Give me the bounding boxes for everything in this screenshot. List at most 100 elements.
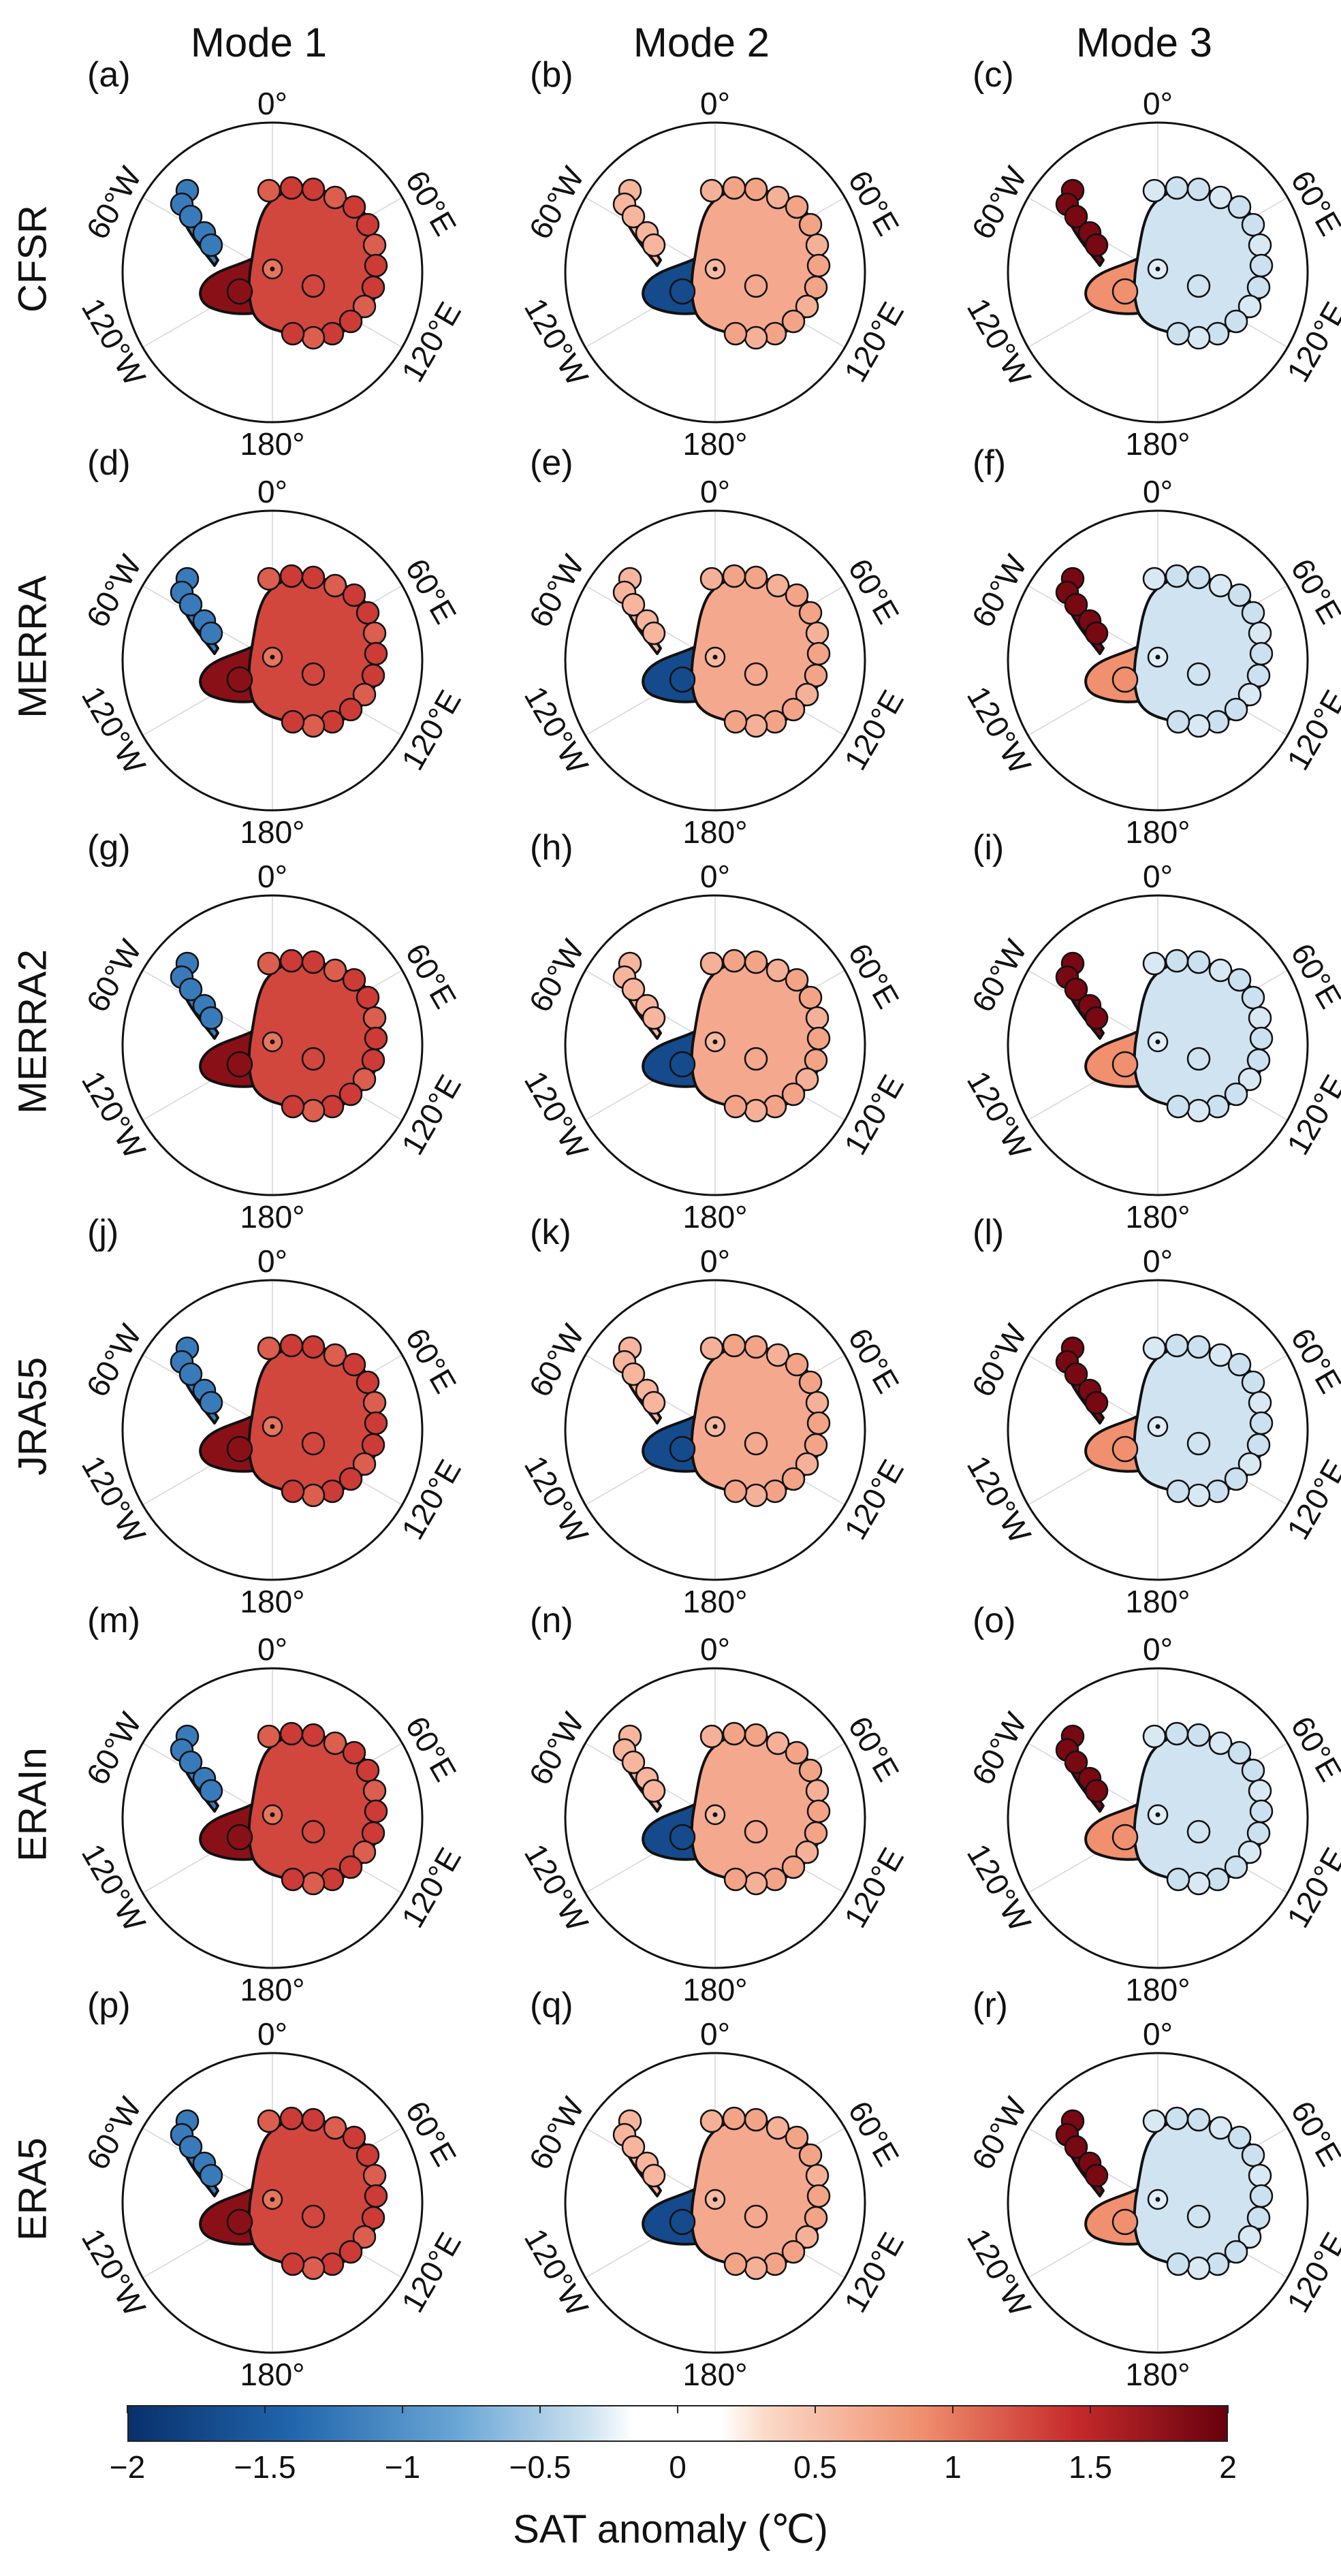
graticule-label-top: 0° [700,1632,730,1667]
station-marker [642,1006,666,1030]
station-marker [804,1821,828,1845]
station-marker [621,2135,646,2159]
south-pole-dot [1155,654,1161,660]
map-panel-16: (p) 0° 180° 60°W 60°E 120°W 120°E [75,1986,467,2392]
station-marker [723,2252,748,2276]
station-marker [1186,274,1211,298]
station-marker [795,2225,819,2249]
station-marker [199,1006,223,1030]
station-marker [795,294,819,319]
panel-label: (n) [530,1601,573,1640]
station-marker [199,233,223,257]
panel-label: (i) [973,828,1005,868]
column-header-mode1: Mode 1 [190,20,328,65]
graticule-label-top: 0° [700,86,730,121]
polar-map [564,509,866,812]
station-marker [723,321,748,346]
station-marker [1227,1740,1252,1765]
south-pole-dot [1155,2197,1161,2202]
colorbar-title: SAT anomaly (℃) [513,2507,828,2551]
station-marker [1084,621,1109,646]
station-marker [342,583,366,607]
station-marker [338,1467,363,1491]
station-marker [699,951,724,976]
graticule-label-top: 0° [700,859,730,894]
station-marker [226,1435,253,1463]
station-marker [338,1855,363,1879]
station-marker [669,2208,696,2236]
station-marker [1186,662,1211,686]
station-marker [723,1479,748,1504]
station-marker [1142,178,1167,203]
polar-map [121,2052,424,2354]
station-marker [723,1867,748,1892]
polar-map [564,894,866,1196]
station-marker [1227,968,1252,992]
graticule-label-top: 0° [1143,474,1173,509]
panel-label: (k) [530,1213,571,1252]
panel-label: (a) [87,55,131,95]
map-panel-10: (j) 0° 180° 60°W 60°E 120°W 120°E [75,1213,467,1619]
south-pole-dot [712,1039,718,1045]
graticule-label-top: 0° [700,2016,730,2052]
station-marker [301,1335,326,1359]
map-boundary-circle [1007,894,1309,1196]
graticule-label-bottom: 180° [682,814,748,850]
map-panel-1: (a) 0° 180° 60°W 60°E 120°W 120°E [75,55,467,462]
station-marker [281,1867,305,1892]
station-marker [361,1048,385,1072]
map-boundary-circle [564,121,866,424]
station-marker [744,1819,768,1844]
station-marker [766,958,790,983]
south-pole-dot [1155,1424,1161,1429]
station-marker [1227,195,1252,219]
station-marker [281,1479,305,1504]
station-marker [301,662,326,686]
station-marker [1227,1352,1252,1377]
station-marker [766,2116,790,2140]
station-marker [699,567,724,591]
station-marker [669,1824,696,1851]
station-marker [178,1750,203,1775]
station-marker [1237,1067,1262,1092]
map-panel-6: (f) 0° 180° 60°W 60°E 120°W 120°E [960,443,1341,850]
station-marker [352,294,377,319]
station-marker [226,1051,253,1078]
station-marker [301,1431,326,1456]
south-pole-dot [712,1812,718,1817]
station-marker [1186,1819,1211,1844]
panel-label: (j) [87,1213,119,1252]
map-panel-5: (e) 0° 180° 60°W 60°E 120°W 120°E [518,443,910,850]
station-marker [1237,1840,1262,1864]
station-marker [1111,1824,1139,1851]
station-marker [781,697,806,722]
polar-map [1007,1279,1309,1581]
station-marker [1186,1723,1211,1747]
station-marker [1142,1336,1167,1361]
south-pole-dot [712,1424,718,1429]
station-marker [1227,2125,1252,2150]
map-boundary-circle [1007,121,1309,424]
station-marker [301,2204,326,2229]
station-marker [1246,1821,1271,1845]
station-marker [669,278,696,305]
colorbar-tick-label: −1.5 [234,2449,296,2485]
graticule-label-bottom: 180° [1125,1584,1190,1619]
station-marker [699,178,724,203]
colorbar-tick-label: 0 [669,2449,687,2485]
station-marker [199,2163,223,2188]
station-marker [257,2109,281,2133]
graticule-label-top: 0° [1143,86,1173,121]
station-marker [744,177,768,202]
panel-label: (r) [973,1986,1008,2025]
station-marker [1224,697,1248,722]
station-marker [342,1740,366,1765]
station-marker [1084,1390,1109,1415]
station-marker [795,1840,819,1864]
station-marker [1246,2206,1271,2230]
graticule-label-top: 0° [257,1243,287,1279]
station-marker [338,1082,363,1107]
station-marker [323,958,347,983]
colorbar-tick-mark [539,2405,541,2413]
